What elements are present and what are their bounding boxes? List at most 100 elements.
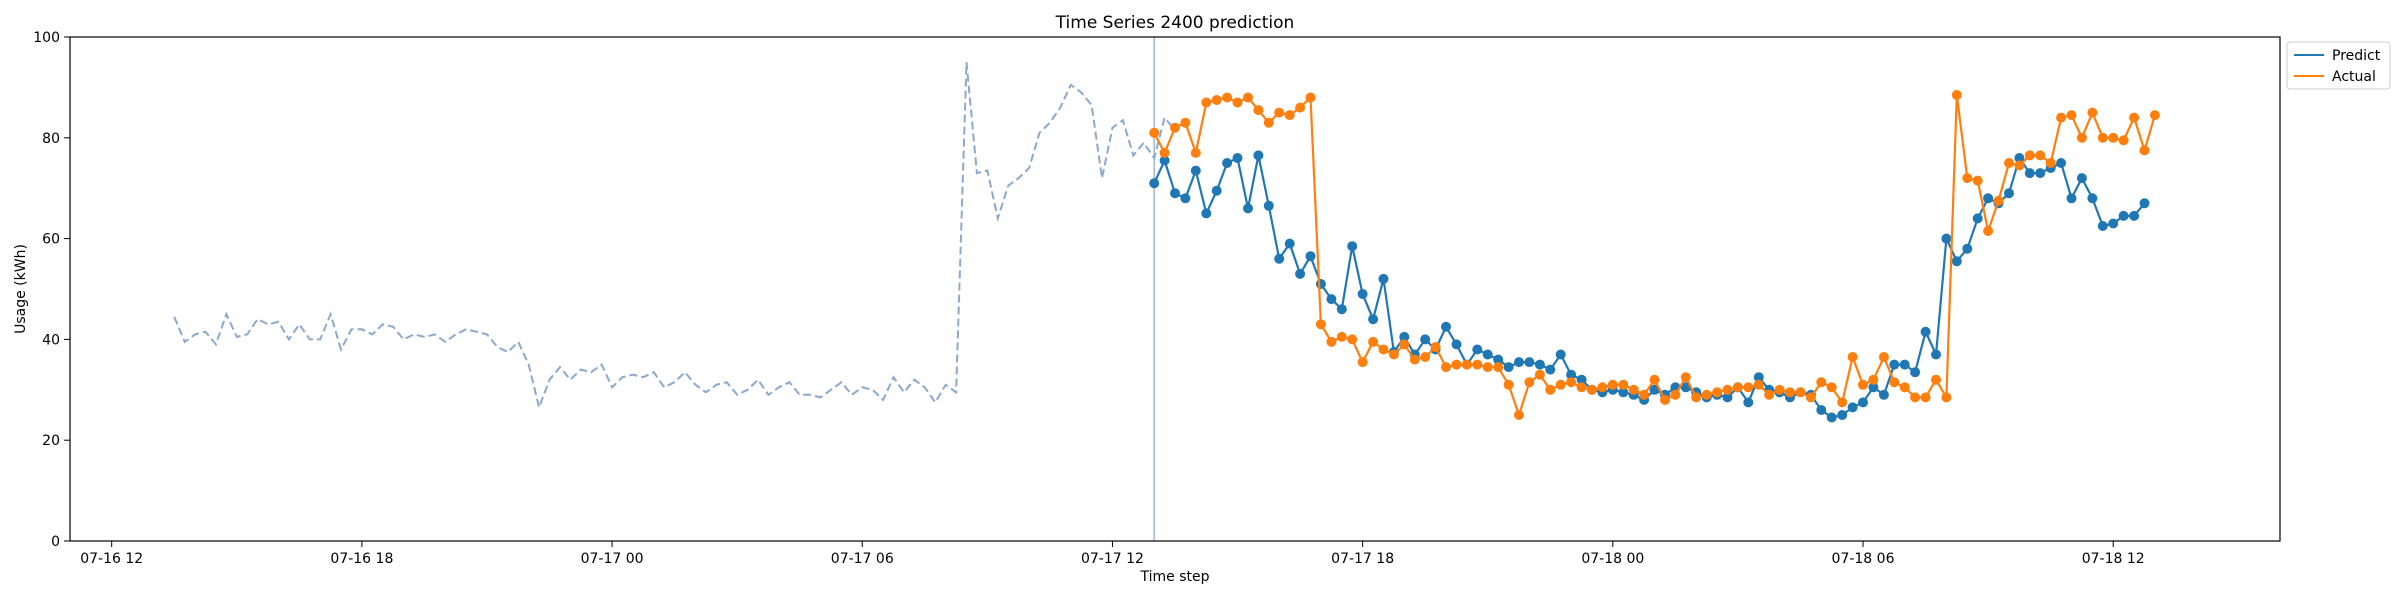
data-point-predict (1878, 389, 1889, 400)
data-point-actual (1649, 374, 1660, 385)
data-point-actual (1607, 379, 1618, 390)
y-tick-label: 20 (42, 433, 60, 449)
data-point-actual (1878, 352, 1889, 362)
data-point-predict (1722, 392, 1733, 403)
data-point-actual (2076, 132, 2087, 143)
data-point-actual (1951, 90, 1962, 100)
data-point-predict (1493, 354, 1504, 365)
data-point-predict (1295, 268, 1306, 279)
data-point-actual (1732, 382, 1743, 393)
data-point-predict (1931, 349, 1941, 360)
data-point-actual (1388, 349, 1399, 360)
data-point-actual (1628, 384, 1639, 395)
data-point-predict (1180, 193, 1191, 204)
data-point-predict (1524, 357, 1535, 368)
data-point-predict (1555, 349, 1566, 360)
data-point-predict (1889, 359, 1900, 370)
data-point-actual (1409, 354, 1420, 365)
data-point-actual (1305, 92, 1316, 103)
data-point-predict (1451, 339, 1462, 350)
data-point-actual (1493, 362, 1504, 373)
data-point-actual (1326, 336, 1337, 347)
data-point-predict (1336, 304, 1347, 315)
data-point-actual (1159, 147, 1170, 158)
data-point-actual (1201, 97, 1212, 108)
data-point-actual (1503, 379, 1514, 390)
data-point-actual (1680, 372, 1691, 383)
data-point-actual (1368, 336, 1379, 347)
data-point-predict (1816, 405, 1827, 415)
legend-label-predict: Predict (2332, 48, 2381, 64)
data-point-predict (1326, 294, 1337, 305)
x-tick-label: 07-18 06 (1832, 551, 1895, 567)
data-point-actual (1670, 389, 1681, 400)
data-point-predict (1983, 193, 1994, 204)
data-point-actual (1993, 195, 2004, 206)
data-point-actual (1889, 377, 1900, 388)
data-point-actual (2097, 132, 2108, 143)
data-point-actual (1555, 379, 1566, 390)
data-point-predict (1753, 372, 1764, 383)
data-point-actual (1972, 175, 1983, 186)
data-point-predict (1826, 412, 1837, 423)
plot-area: 0 20 40 60 80 100 07-16 12 07-16 18 07-17 00 07-1… (33, 30, 2160, 567)
x-tick-label: 07-16 18 (330, 551, 393, 567)
data-point-predict (1274, 253, 1285, 264)
data-point-actual (2139, 145, 2150, 156)
data-point-predict (1149, 178, 1160, 189)
y-tick-label: 100 (33, 30, 60, 46)
data-point-predict (1847, 402, 1858, 413)
x-tick-label: 07-17 06 (831, 551, 894, 567)
data-point-actual (1482, 362, 1493, 373)
data-point-predict (1503, 362, 1514, 373)
data-point-predict (2129, 210, 2140, 221)
x-axis-title: Time step (1140, 569, 1210, 585)
data-point-actual (1805, 392, 1816, 403)
data-point-predict (2014, 153, 2025, 163)
data-point-predict (1305, 251, 1316, 262)
data-point-actual (1566, 377, 1577, 388)
data-point-actual (1399, 339, 1410, 350)
data-point-actual (1263, 117, 1274, 128)
data-point-actual (2066, 110, 2077, 121)
data-point-actual (1983, 226, 1994, 236)
x-tick-label: 07-16 12 (80, 551, 143, 567)
data-point-predict (1618, 387, 1629, 398)
data-point-actual (2149, 110, 2160, 121)
data-point-actual (2108, 132, 2119, 143)
data-point-predict (2004, 188, 2014, 199)
y-tick-label: 80 (42, 131, 60, 147)
x-tick-label: 07-17 12 (1081, 551, 1144, 567)
data-point-actual (1597, 382, 1608, 393)
data-point-predict (1170, 188, 1180, 199)
data-point-predict (1920, 326, 1931, 337)
data-point-actual (1430, 342, 1441, 352)
chart-title: Time Series 2400 prediction (1055, 13, 1295, 33)
data-point-predict (2056, 158, 2067, 168)
data-point-predict (1899, 359, 1910, 370)
data-point-predict (1222, 158, 1233, 168)
data-point-predict (1159, 155, 1170, 166)
data-point-actual (1232, 97, 1243, 108)
data-point-predict (1347, 241, 1358, 252)
data-point-actual (2024, 150, 2035, 161)
data-point-predict (1201, 208, 1212, 219)
data-point-actual (1180, 117, 1191, 128)
data-point-actual (1514, 410, 1524, 420)
data-point-actual (1722, 384, 1733, 395)
data-point-actual (2035, 150, 2046, 161)
data-point-actual (1461, 359, 1472, 370)
data-point-actual (1910, 392, 1921, 403)
legend-box (2286, 41, 2391, 90)
data-point-actual (2004, 158, 2014, 168)
data-point-actual (2129, 112, 2140, 123)
data-point-actual (1441, 362, 1451, 373)
x-tick-label: 07-18 00 (1581, 551, 1644, 567)
data-point-actual (1931, 374, 1941, 385)
data-point-predict (1441, 321, 1451, 332)
data-point-predict (1315, 279, 1326, 289)
data-point-actual (1211, 95, 1222, 105)
data-point-actual (1660, 394, 1670, 405)
data-point-actual (2118, 135, 2129, 146)
